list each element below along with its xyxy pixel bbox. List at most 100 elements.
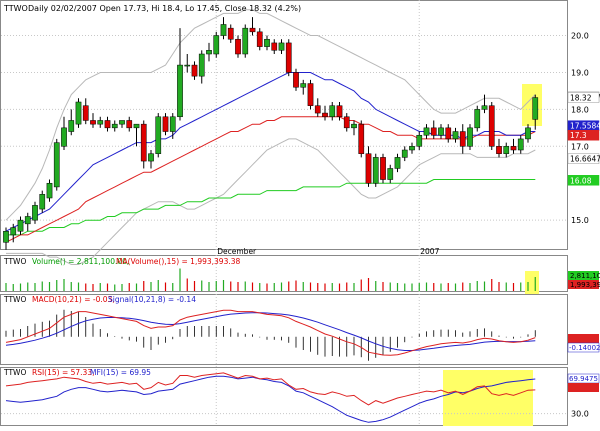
candle-up	[394, 157, 401, 169]
candle-down	[285, 42, 292, 73]
candle-up	[372, 157, 379, 184]
price-value-label: 16.6647	[570, 155, 600, 164]
candle-up	[32, 205, 38, 221]
candle-up	[438, 127, 444, 136]
candle-up	[46, 182, 53, 199]
mfi-value-label: 69.9475	[569, 375, 598, 383]
volume-ma-label: 1,993,393	[570, 281, 600, 289]
price-value-tag	[567, 175, 600, 186]
candle-up	[329, 105, 336, 118]
rsi-tick-label: 30.0	[571, 410, 589, 419]
candle-down	[488, 105, 495, 147]
candle-up	[213, 35, 220, 55]
price-value-label: 17.3	[570, 131, 587, 140]
candle-down	[445, 127, 452, 140]
candle-up	[133, 123, 140, 129]
candle-down	[336, 105, 343, 118]
candle-down	[343, 116, 350, 129]
candle-up	[351, 123, 357, 129]
candle-down	[271, 42, 278, 51]
candle-down	[430, 127, 437, 136]
candle-up	[61, 127, 67, 147]
rsi-highlight	[443, 370, 533, 426]
candle-up	[409, 146, 415, 151]
candle-up	[300, 83, 307, 88]
candle-up	[10, 227, 17, 236]
candle-up	[264, 38, 270, 47]
candle-up	[452, 131, 459, 140]
macd-value-tag	[568, 334, 599, 343]
candle-up	[53, 142, 60, 188]
candle-up	[220, 24, 227, 36]
candle-up	[39, 194, 46, 210]
candle-up	[97, 120, 104, 125]
candle-down	[365, 153, 372, 184]
volume-title-symbol: TTWO	[3, 257, 26, 266]
candle-up	[467, 127, 473, 147]
candle-up	[474, 109, 481, 129]
volume-ma-title: MA(Volume(),15) = 1,993,393.38	[116, 257, 241, 266]
candle-up	[184, 64, 191, 67]
price-tick-label: 20.0	[571, 32, 589, 41]
candle-up	[148, 153, 154, 162]
candle-down	[162, 116, 169, 132]
candle-up	[169, 116, 176, 132]
rsi-title: RSI(15) = 57.33,	[32, 368, 95, 377]
volume-highlight	[525, 271, 539, 294]
candle-down	[90, 120, 96, 125]
price-tick-label: 15.0	[571, 216, 589, 225]
candle-down	[104, 120, 111, 129]
candle-down	[496, 146, 502, 154]
candle-down	[322, 112, 328, 118]
candle-down	[358, 123, 365, 154]
signal-title: Signal(10,21,8) = -0.14	[108, 295, 196, 304]
candle-up	[481, 105, 488, 110]
rsi-title-symbol: TTWO	[3, 368, 26, 377]
price-value-tag	[567, 92, 600, 103]
volume-panel	[0, 255, 568, 292]
candle-down	[82, 105, 89, 121]
mfi-title: MFI(15) = 69.95	[90, 368, 151, 377]
candle-up	[177, 64, 183, 118]
candle-up	[423, 127, 430, 136]
candle-down	[380, 157, 386, 180]
candle-up	[198, 53, 205, 77]
ma-long-line	[6, 179, 536, 236]
candle-down	[293, 72, 299, 88]
macd-title-symbol: TTWO	[3, 295, 26, 304]
candle-up	[3, 230, 9, 243]
candle-up	[525, 127, 531, 140]
candle-up	[111, 123, 118, 129]
bollinger-lower-line	[6, 138, 536, 265]
macd-panel	[0, 294, 568, 365]
candle-up	[206, 50, 212, 55]
mfi-line	[5, 375, 536, 423]
rsi-line	[5, 372, 536, 406]
candle-up	[155, 116, 162, 154]
candle-down	[191, 64, 198, 77]
candle-down	[510, 146, 517, 151]
candle-up	[17, 219, 24, 232]
price-tick-label: 17.0	[571, 142, 589, 151]
candle-down	[227, 27, 234, 40]
volume-ma-tag	[568, 280, 599, 289]
volume-value-label: 2,811,100	[570, 272, 600, 280]
candle-down	[307, 83, 314, 106]
macd-line	[5, 309, 536, 356]
macd-title: MACD(10,21) = -0.03,	[32, 295, 115, 304]
price-value-tag	[567, 153, 600, 164]
bollinger-upper-line	[5, 9, 536, 221]
candle-up	[517, 138, 524, 151]
price-value-label: 16.08	[570, 176, 592, 185]
candle-up	[24, 216, 31, 225]
price-value-label: 18.32	[570, 94, 592, 103]
candle-down	[140, 123, 147, 162]
candle-up	[242, 27, 249, 55]
candle-up	[68, 120, 75, 132]
date-tick-label: 2007	[420, 247, 439, 256]
signal-value-label: -0.140024	[569, 344, 600, 352]
candle-up	[387, 168, 394, 180]
price-value-tag	[567, 129, 600, 141]
